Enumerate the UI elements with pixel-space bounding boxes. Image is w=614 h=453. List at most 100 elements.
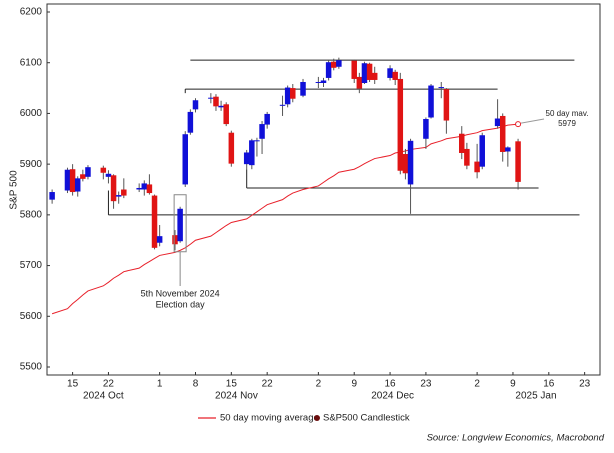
candle-body xyxy=(515,141,521,182)
candle-body xyxy=(474,161,480,173)
x-tick-label: 22 xyxy=(262,379,274,390)
candle-body xyxy=(146,184,153,194)
candle-body xyxy=(464,148,470,166)
annotation-text: 5th November 2024 xyxy=(141,288,220,298)
candle-body xyxy=(264,113,270,125)
candle-body xyxy=(105,173,112,177)
month-label: 2024 Oct xyxy=(83,391,124,402)
candle-body xyxy=(192,100,199,110)
y-tick-label: 5500 xyxy=(20,362,43,373)
candle-body xyxy=(366,63,373,80)
candle-body xyxy=(208,97,214,99)
x-tick-label: 23 xyxy=(420,379,432,390)
ma-label-value: 5979 xyxy=(558,119,576,128)
x-tick-label: 9 xyxy=(351,379,357,390)
candle-body xyxy=(182,134,188,185)
y-tick-label: 5700 xyxy=(20,260,43,271)
candle-body xyxy=(243,152,250,165)
x-tick-label: 1 xyxy=(157,379,163,390)
legend-label: 50 day moving average xyxy=(220,413,319,424)
candle-body xyxy=(213,96,219,107)
y-axis-label: S&P 500 xyxy=(9,170,20,210)
candle-body xyxy=(371,72,378,80)
candle-body xyxy=(459,133,465,153)
candle-body xyxy=(74,178,81,192)
ma-end-marker xyxy=(515,121,522,128)
candle-body xyxy=(479,135,485,167)
candle-body xyxy=(177,208,183,242)
candle-body xyxy=(151,195,158,248)
candle-body xyxy=(259,124,265,139)
candle-body xyxy=(172,235,178,245)
y-tick-label: 6000 xyxy=(20,108,43,119)
candle-body xyxy=(428,85,434,118)
candle-body xyxy=(392,71,398,80)
y-tick-label: 5600 xyxy=(20,311,43,322)
candle-body xyxy=(121,189,127,196)
y-tick-label: 6200 xyxy=(20,7,43,18)
candle-body xyxy=(290,88,296,99)
month-label: 2025 Jan xyxy=(515,391,556,402)
candle-body xyxy=(336,60,342,67)
candle-body xyxy=(64,169,71,191)
x-tick-label: 8 xyxy=(193,379,199,390)
candle-body xyxy=(330,61,337,68)
month-label: 2024 Dec xyxy=(371,391,414,402)
candle-body xyxy=(423,119,429,139)
candle-body xyxy=(320,80,327,83)
plot-frame xyxy=(46,3,601,376)
month-label: 2024 Nov xyxy=(215,391,258,402)
x-tick-label: 16 xyxy=(385,379,397,390)
candle-body xyxy=(494,118,501,127)
candle-body xyxy=(300,81,306,96)
candle-body xyxy=(85,167,91,177)
candle-body xyxy=(49,192,55,200)
ma-label-leader xyxy=(520,118,545,124)
candle-body xyxy=(407,140,414,185)
candle-body xyxy=(351,60,357,79)
candle-body xyxy=(156,236,163,243)
candle-body xyxy=(223,104,229,125)
candle-body xyxy=(361,63,368,83)
candle-body xyxy=(315,81,322,83)
x-tick-label: 23 xyxy=(579,379,591,390)
candle-body xyxy=(228,132,235,164)
candle-body xyxy=(80,174,86,179)
candle-body xyxy=(505,147,511,152)
x-tick-label: 15 xyxy=(226,379,238,390)
x-tick-label: 16 xyxy=(543,379,555,390)
candle-body xyxy=(402,154,409,174)
candle-body xyxy=(284,87,291,105)
y-tick-label: 6100 xyxy=(20,57,43,68)
candle-body xyxy=(249,140,255,166)
candle-body xyxy=(387,68,393,78)
candle-body xyxy=(279,104,286,106)
candle-body xyxy=(100,167,107,173)
legend-label: S&P500 Candlestick xyxy=(323,413,410,424)
x-tick-label: 9 xyxy=(510,379,516,390)
ma-label: 50 day mav. xyxy=(546,109,589,118)
candle-body xyxy=(141,183,148,190)
legend-swatch xyxy=(314,415,320,421)
x-tick-label: 2 xyxy=(474,379,480,390)
candle-body xyxy=(499,115,506,152)
candle-body xyxy=(397,78,404,171)
candle-body xyxy=(69,169,76,193)
candle-body xyxy=(136,187,142,190)
candle-body xyxy=(110,175,117,202)
candle-body xyxy=(115,195,122,197)
candle-body xyxy=(254,140,260,142)
candle-body xyxy=(356,76,363,89)
y-tick-label: 5900 xyxy=(20,159,43,170)
ma-line xyxy=(51,123,519,315)
x-tick-label: 2 xyxy=(316,379,322,390)
candle-body xyxy=(438,87,445,89)
annotation-text: Election day xyxy=(156,299,206,309)
x-tick-label: 15 xyxy=(67,379,79,390)
y-tick-label: 5800 xyxy=(20,209,43,220)
candle-body xyxy=(218,105,224,108)
candle-body xyxy=(325,62,332,78)
source: Source: Longview Economics, Macrobond xyxy=(427,433,605,444)
candle-body xyxy=(443,89,450,121)
